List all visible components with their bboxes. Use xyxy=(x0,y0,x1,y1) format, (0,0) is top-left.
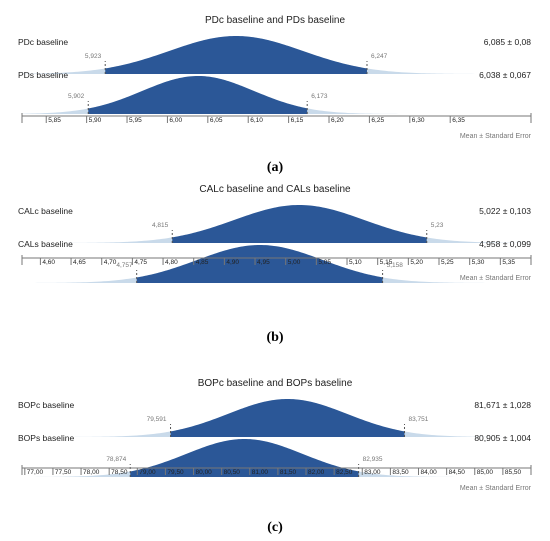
x-tick-label: 4,75 xyxy=(134,259,147,266)
footer-label: Mean ± Standard Error xyxy=(460,485,532,492)
x-tick-label: 83,50 xyxy=(392,469,409,476)
x-tick-label: 4,90 xyxy=(226,259,239,266)
x-tick-label: 6,15 xyxy=(291,117,304,124)
series-name: CALs baseline xyxy=(18,239,73,249)
x-tick-label: 82,00 xyxy=(308,469,325,476)
x-tick-label: 84,00 xyxy=(421,469,438,476)
x-tick-label: 78,00 xyxy=(83,469,100,476)
x-tick-label: 78,50 xyxy=(111,469,128,476)
x-tick-label: 79,50 xyxy=(167,469,184,476)
lower-bound-label: 78,874 xyxy=(106,456,126,463)
distribution-band xyxy=(170,399,405,437)
series-name: BOPc baseline xyxy=(18,400,74,410)
x-tick-label: 4,70 xyxy=(104,259,117,266)
lower-bound-label: 79,591 xyxy=(147,416,167,423)
caption-c: (c) xyxy=(267,520,283,535)
upper-bound-label: 82,935 xyxy=(363,456,383,463)
series-value: 81,671 ± 1,028 xyxy=(474,400,531,410)
series-name: PDs baseline xyxy=(18,70,68,80)
lower-bound-label: 5,923 xyxy=(85,53,102,60)
series-value: 4,958 ± 0,099 xyxy=(479,239,531,249)
x-tick-label: 4,65 xyxy=(73,259,86,266)
distribution-band xyxy=(172,205,427,243)
footer-label: Mean ± Standard Error xyxy=(460,133,532,140)
x-tick-label: 85,50 xyxy=(505,469,522,476)
x-tick-label: 5,35 xyxy=(502,259,515,266)
x-tick-label: 84,50 xyxy=(449,469,466,476)
x-tick-label: 4,85 xyxy=(196,259,209,266)
x-tick-label: 6,00 xyxy=(169,117,182,124)
x-tick-label: 5,85 xyxy=(48,117,61,124)
series-value: 6,038 ± 0,067 xyxy=(479,70,531,80)
series-name: PDc baseline xyxy=(18,37,68,47)
distribution-band xyxy=(88,76,308,114)
series-value: 5,022 ± 0,103 xyxy=(479,206,531,216)
x-tick-label: 80,50 xyxy=(224,469,241,476)
x-tick-label: 6,35 xyxy=(452,117,465,124)
upper-bound-label: 6,247 xyxy=(371,53,388,60)
upper-bound-label: 83,751 xyxy=(409,416,429,423)
x-tick-label: 6,10 xyxy=(250,117,263,124)
distribution-band xyxy=(105,36,367,74)
chart-title: PDc baseline and PDs baseline xyxy=(205,15,346,26)
x-tick-label: 81,50 xyxy=(280,469,297,476)
x-tick-label: 77,50 xyxy=(55,469,72,476)
x-tick-label: 82,50 xyxy=(336,469,353,476)
x-tick-label: 80,00 xyxy=(196,469,213,476)
upper-bound-label: 5,23 xyxy=(431,222,444,229)
x-tick-label: 6,05 xyxy=(210,117,223,124)
x-tick-label: 5,10 xyxy=(349,259,362,266)
x-tick-label: 6,20 xyxy=(331,117,344,124)
x-tick-label: 4,80 xyxy=(165,259,178,266)
series-name: BOPs baseline xyxy=(18,433,74,443)
upper-bound-label: 6,173 xyxy=(311,93,328,100)
upper-bound-label: 5,158 xyxy=(387,262,404,269)
x-tick-label: 5,25 xyxy=(441,259,454,266)
x-tick-label: 5,20 xyxy=(410,259,423,266)
footer-label: Mean ± Standard Error xyxy=(460,275,532,282)
series-value: 80,905 ± 1,004 xyxy=(474,433,531,443)
x-tick-label: 4,60 xyxy=(42,259,55,266)
lower-bound-label: 5,902 xyxy=(68,93,85,100)
distribution-band xyxy=(130,439,359,477)
chart-title: BOPc baseline and BOPs baseline xyxy=(198,378,353,389)
x-tick-label: 79,00 xyxy=(139,469,156,476)
x-tick-label: 5,30 xyxy=(472,259,485,266)
x-tick-label: 5,95 xyxy=(129,117,142,124)
x-tick-label: 6,30 xyxy=(412,117,425,124)
chart-title: CALc baseline and CALs baseline xyxy=(199,184,351,195)
x-tick-label: 4,95 xyxy=(257,259,270,266)
x-tick-label: 5,90 xyxy=(89,117,102,124)
caption-a: (a) xyxy=(266,160,284,175)
x-tick-label: 5,15 xyxy=(380,259,393,266)
x-tick-label: 6,25 xyxy=(371,117,384,124)
lower-bound-label: 4,815 xyxy=(152,222,169,229)
lower-bound-label: 4,757 xyxy=(116,262,133,269)
caption-b: (b) xyxy=(266,330,284,345)
distribution-band xyxy=(136,245,383,283)
x-tick-label: 85,00 xyxy=(477,469,494,476)
x-tick-label: 81,00 xyxy=(252,469,269,476)
series-value: 6,085 ± 0,08 xyxy=(484,37,531,47)
x-tick-label: 5,00 xyxy=(288,259,301,266)
x-tick-label: 83,00 xyxy=(364,469,381,476)
x-tick-label: 77,00 xyxy=(27,469,44,476)
series-name: CALc baseline xyxy=(18,206,73,216)
x-tick-label: 5,05 xyxy=(318,259,331,266)
